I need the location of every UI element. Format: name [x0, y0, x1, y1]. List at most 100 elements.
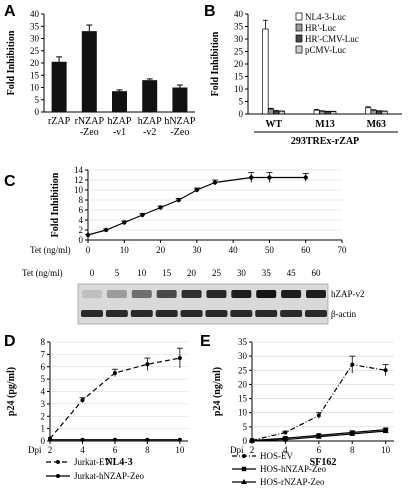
c-blot-band-label: β-actin	[331, 309, 357, 319]
c-blot-band-actin	[230, 310, 253, 317]
e-y-tick-label: 0	[243, 436, 248, 446]
b-group-label: 293TREx-rZAP	[291, 136, 359, 147]
a-bar	[172, 87, 188, 112]
d-x-axis-label: NL4-3	[105, 457, 132, 468]
e-data-point	[350, 362, 355, 367]
a-y-axis-label: Fold Inhibition	[6, 30, 17, 95]
panel-letter-a: A	[4, 3, 16, 20]
d-y-tick-label: 5	[41, 374, 46, 384]
b-y-tick-label: 0	[239, 109, 244, 119]
c-blot-band-actin	[130, 310, 153, 317]
d-y-axis-label: p24 (pg/ml)	[6, 367, 17, 416]
c-blot-lane-label: 20	[187, 268, 197, 278]
c-data-point	[176, 197, 181, 203]
c-y-tick-label: 10	[74, 185, 84, 195]
c-data-point	[85, 232, 91, 238]
a-category-label: -v2	[143, 127, 156, 138]
d-data-point	[80, 398, 85, 403]
d-data-point	[145, 437, 150, 442]
e-x-tick-label: 6	[317, 445, 322, 455]
b-bar	[370, 109, 377, 115]
e-series-line	[251, 363, 386, 442]
a-y-tick-label: 35	[30, 21, 40, 31]
b-bar	[278, 110, 286, 115]
c-blot-band-actin	[205, 310, 228, 317]
e-y-axis-label: p24 (ng/ml)	[212, 367, 223, 416]
c-data-point	[267, 175, 272, 180]
c-blot-band-hzap	[206, 290, 227, 298]
c-blot-lane-label: 45	[287, 268, 297, 278]
e-x-tick-label: 10	[381, 445, 391, 455]
e-data-point	[249, 437, 255, 443]
a-category-label: hZAP	[108, 116, 132, 127]
d-x-prefix-label: Dpi	[28, 445, 42, 455]
panel-letter-e: E	[200, 333, 211, 350]
e-data-point	[349, 430, 356, 436]
a-category-label: -Zeo	[80, 127, 99, 138]
a-y-tick-label: 15	[30, 70, 40, 80]
b-y-tick-label: 20	[234, 59, 244, 69]
c-blot-lane-label: 60	[312, 268, 322, 278]
c-x-tick-label: 0	[86, 245, 91, 255]
a-category-label: hNZAP	[164, 116, 196, 127]
c-blot-band-hzap	[156, 290, 177, 298]
d-x-tick-label: 10	[175, 445, 185, 455]
c-blot-lane-label: 0	[90, 268, 95, 278]
panel-letter-b: B	[204, 3, 216, 20]
c-blot-band-actin	[81, 310, 103, 317]
c-y-tick-label: 0	[79, 235, 84, 245]
e-y-tick-label: 20	[238, 379, 248, 389]
e-y-tick-label: 35	[238, 337, 248, 347]
a-y-tick-label: 40	[30, 9, 40, 19]
d-data-point	[48, 437, 52, 442]
a-y-tick-label: 25	[30, 46, 40, 56]
c-y-tick-label: 6	[79, 205, 84, 215]
b-legend-label: NL4-3-Luc	[305, 12, 346, 22]
e-y-tick-label: 15	[238, 394, 248, 404]
c-y-tick-label: 8	[79, 195, 84, 205]
b-y-tick-label: 10	[234, 84, 244, 94]
b-bar	[364, 107, 372, 115]
d-y-tick-label: 8	[41, 337, 46, 347]
a-category-label: rZAP	[48, 116, 71, 127]
c-blot-band-hzap	[131, 290, 152, 298]
e-legend-label: HOS-rNZAP-Zeo	[260, 477, 325, 487]
a-category-label: -v1	[113, 127, 126, 138]
d-y-tick-label: 4	[41, 387, 46, 397]
b-y-tick-label: 35	[234, 22, 244, 32]
c-data-point	[194, 187, 200, 193]
b-bar	[313, 109, 320, 115]
e-y-tick-label: 5	[243, 422, 248, 432]
c-blot-lane-label: 5	[115, 268, 120, 278]
c-blot-band-hzap	[231, 290, 252, 298]
d-y-tick-label: 3	[41, 399, 46, 409]
e-data-point	[316, 413, 321, 418]
c-blot-band-actin	[105, 310, 128, 317]
d-data-point	[80, 437, 85, 442]
c-data-point	[249, 175, 254, 180]
c-series-line	[87, 176, 306, 236]
c-x-tick-label: 30	[192, 245, 202, 255]
c-blot-band-hzap	[256, 290, 277, 298]
c-data-point	[103, 227, 109, 233]
a-bar	[51, 61, 67, 112]
d-x-tick-label: 8	[145, 445, 150, 455]
b-y-tick-label: 30	[234, 34, 244, 44]
e-x-axis-label: SF162	[310, 457, 337, 468]
e-legend-marker	[241, 466, 247, 472]
d-legend-label: Jurkat-hNZAP-Zeo	[74, 471, 144, 481]
d-y-tick-label: 6	[41, 362, 46, 372]
panel-letter-c: C	[4, 173, 16, 190]
c-x-tick-label: 70	[338, 245, 348, 255]
c-blot-row-label: Tet (ng/ml)	[22, 268, 63, 278]
b-legend-label: HR'-Luc	[305, 23, 336, 33]
b-bar	[262, 28, 269, 115]
e-data-point	[383, 368, 388, 373]
b-bar	[319, 110, 326, 115]
e-y-tick-label: 25	[238, 365, 248, 375]
c-blot-lane-label: 25	[212, 268, 222, 278]
e-legend-marker	[241, 479, 247, 484]
b-bar	[375, 110, 383, 115]
c-data-point	[122, 220, 127, 225]
e-data-point	[283, 430, 288, 435]
